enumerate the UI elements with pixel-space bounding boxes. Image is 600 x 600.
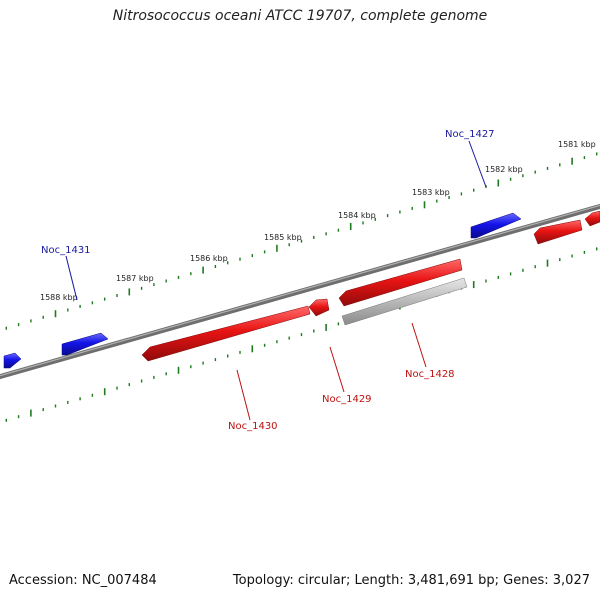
label-leader-noc-1430 xyxy=(236,369,251,421)
label-leader-noc-1428 xyxy=(411,322,427,368)
scale-label: 1582 kbp xyxy=(485,165,523,174)
gene-label-noc-1430[interactable]: Noc_1430 xyxy=(228,421,278,432)
gene-label-noc-1428[interactable]: Noc_1428 xyxy=(405,369,455,380)
gene-label-noc-1429[interactable]: Noc_1429 xyxy=(322,394,372,405)
scale-label: 1583 kbp xyxy=(412,188,450,197)
gene-arrow[interactable] xyxy=(3,352,22,369)
reverse-scale-ruler xyxy=(5,247,598,422)
genome-backbone-highlight xyxy=(0,204,600,377)
gene-label-noc-1431[interactable]: Noc_1431 xyxy=(41,245,91,256)
scale-label: 1585 kbp xyxy=(264,233,302,242)
genome-summary-text: Topology: circular; Length: 3,481,691 bp… xyxy=(232,573,590,588)
gene-arrow-noc-1427[interactable] xyxy=(470,212,522,239)
genome-backbone xyxy=(0,203,600,380)
gene-label-noc-1427[interactable]: Noc_1427 xyxy=(445,129,495,140)
scale-label: 1588 kbp xyxy=(40,293,78,302)
label-leader-noc-1427 xyxy=(468,140,487,188)
scale-label: 1581 kbp xyxy=(558,140,596,149)
scale-label: 1587 kbp xyxy=(116,274,154,283)
gene-arrow-noc-1430[interactable] xyxy=(141,305,311,362)
gene-arrow-noc-1431[interactable] xyxy=(61,332,109,356)
gene-feature-gray[interactable] xyxy=(341,277,468,326)
gene-arrow[interactable] xyxy=(584,210,600,227)
label-leader-noc-1429 xyxy=(329,346,345,393)
forward-scale-ruler xyxy=(5,152,598,330)
scale-label: 1586 kbp xyxy=(190,254,228,263)
map-title: Nitrosococcus oceani ATCC 19707, complet… xyxy=(112,8,488,24)
gene-arrow[interactable] xyxy=(533,219,583,245)
scale-label: 1584 kbp xyxy=(338,211,376,220)
gene-arrow-noc-1428[interactable] xyxy=(338,258,463,307)
label-leader-noc-1431 xyxy=(65,255,78,301)
gene-arrow-noc-1429[interactable] xyxy=(308,298,330,317)
accession-text: Accession: NC_007484 xyxy=(9,573,157,588)
